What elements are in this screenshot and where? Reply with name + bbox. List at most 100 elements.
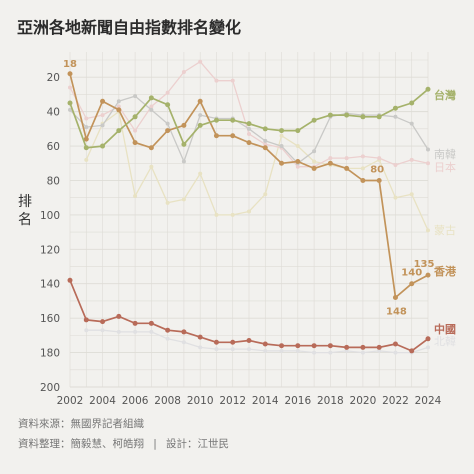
x-tick-label: 2004	[89, 395, 116, 407]
data-point-mongolia	[263, 192, 268, 197]
data-point-taiwan	[344, 112, 350, 118]
data-point-japan	[181, 70, 186, 75]
data-point-japan	[409, 157, 414, 162]
data-point-northkorea	[263, 348, 268, 353]
y-tick-label: 140	[40, 279, 60, 291]
data-point-china	[295, 343, 301, 349]
data-point-hongkong	[409, 281, 415, 287]
end-label-mongolia: 蒙古	[434, 224, 456, 237]
data-point-china	[344, 344, 350, 350]
data-point-taiwan	[279, 128, 285, 134]
data-point-japan	[377, 156, 382, 161]
data-point-japan	[295, 164, 300, 169]
data-point-hongkong	[360, 177, 366, 183]
x-tick-label: 2008	[154, 395, 181, 407]
data-point-taiwan	[67, 100, 73, 106]
y-tick-label: 20	[47, 72, 60, 84]
data-point-hongkong	[100, 98, 106, 104]
data-point-northkorea	[84, 328, 89, 333]
data-point-taiwan	[132, 114, 138, 120]
end-label-japan: 日本	[434, 160, 456, 174]
data-point-korea	[279, 144, 284, 149]
data-point-mongolia	[214, 212, 219, 217]
data-point-china	[165, 327, 171, 333]
data-point-china	[197, 334, 203, 340]
data-point-hongkong	[311, 165, 317, 171]
data-point-mongolia	[247, 209, 251, 214]
data-point-northkorea	[295, 348, 300, 353]
data-point-korea	[100, 123, 105, 128]
data-point-northkorea	[165, 336, 170, 341]
y-tick-label: 200	[40, 382, 60, 394]
data-point-mongolia	[84, 157, 89, 162]
annotation-label: 80	[370, 164, 384, 175]
data-point-taiwan	[148, 95, 154, 101]
data-point-northkorea	[214, 347, 219, 352]
data-point-china	[230, 339, 236, 345]
data-point-taiwan	[246, 121, 252, 127]
data-point-mongolia	[312, 159, 317, 164]
data-point-mongolia	[198, 171, 203, 176]
data-point-mongolia	[133, 193, 138, 198]
y-tick-label: 40	[47, 107, 60, 119]
data-point-northkorea	[377, 348, 382, 353]
data-point-northkorea	[247, 347, 251, 352]
data-point-taiwan	[311, 117, 317, 123]
data-point-hongkong	[344, 165, 350, 171]
series-line-mongolia	[85, 110, 429, 231]
data-point-japan	[149, 104, 154, 109]
data-point-taiwan	[213, 117, 219, 123]
y-tick-label: 120	[40, 244, 60, 256]
data-point-china	[181, 329, 187, 335]
data-point-china	[83, 317, 89, 323]
x-tick-labels: 2002 2004 2006 2008 2010 2012 2014 2016 2018 2020…	[57, 395, 442, 407]
data-point-taiwan	[165, 102, 171, 108]
data-point-japan	[84, 116, 89, 121]
data-point-hongkong	[83, 136, 89, 142]
data-point-japan	[230, 78, 235, 83]
data-point-korea	[116, 99, 121, 104]
y-tick-label: 180	[40, 348, 60, 360]
annotation-label: 148	[386, 307, 407, 318]
data-point-hongkong	[376, 177, 382, 183]
data-point-china	[360, 344, 366, 350]
data-point-china	[376, 344, 382, 350]
data-point-northkorea	[100, 328, 105, 333]
data-point-japan	[263, 142, 268, 147]
series-china	[67, 277, 431, 354]
data-point-northkorea	[426, 345, 430, 350]
data-point-northkorea	[133, 329, 138, 334]
end-label-taiwan: 台灣	[434, 88, 456, 102]
data-point-korea	[312, 149, 317, 154]
data-point-japan	[360, 154, 365, 159]
data-point-taiwan	[360, 114, 366, 120]
data-point-japan	[100, 113, 105, 118]
data-point-japan	[165, 90, 170, 95]
data-point-china	[246, 338, 252, 344]
x-tick-label: 2024	[415, 395, 442, 407]
data-point-japan	[328, 156, 333, 161]
x-tick-label: 2022	[382, 395, 409, 407]
y-tick-label: 60	[47, 141, 60, 153]
data-point-korea	[426, 147, 430, 152]
data-point-taiwan	[262, 126, 268, 132]
data-point-northkorea	[344, 348, 349, 353]
data-point-mongolia	[393, 195, 398, 200]
data-point-taiwan	[376, 114, 382, 120]
data-point-korea	[133, 94, 138, 99]
data-point-taiwan	[230, 117, 236, 123]
data-point-mongolia	[295, 144, 300, 149]
data-point-japan	[247, 132, 251, 137]
y-tick-label: 100	[40, 210, 60, 222]
end-label-northkorea: 北韓	[434, 335, 456, 348]
data-point-hongkong	[213, 133, 219, 139]
data-point-hongkong	[327, 160, 333, 166]
data-point-china	[425, 336, 431, 342]
data-point-northkorea	[198, 345, 203, 350]
data-point-korea	[165, 121, 170, 126]
data-point-korea	[181, 159, 186, 164]
data-point-hongkong	[230, 133, 236, 139]
data-point-hongkong	[181, 122, 187, 128]
